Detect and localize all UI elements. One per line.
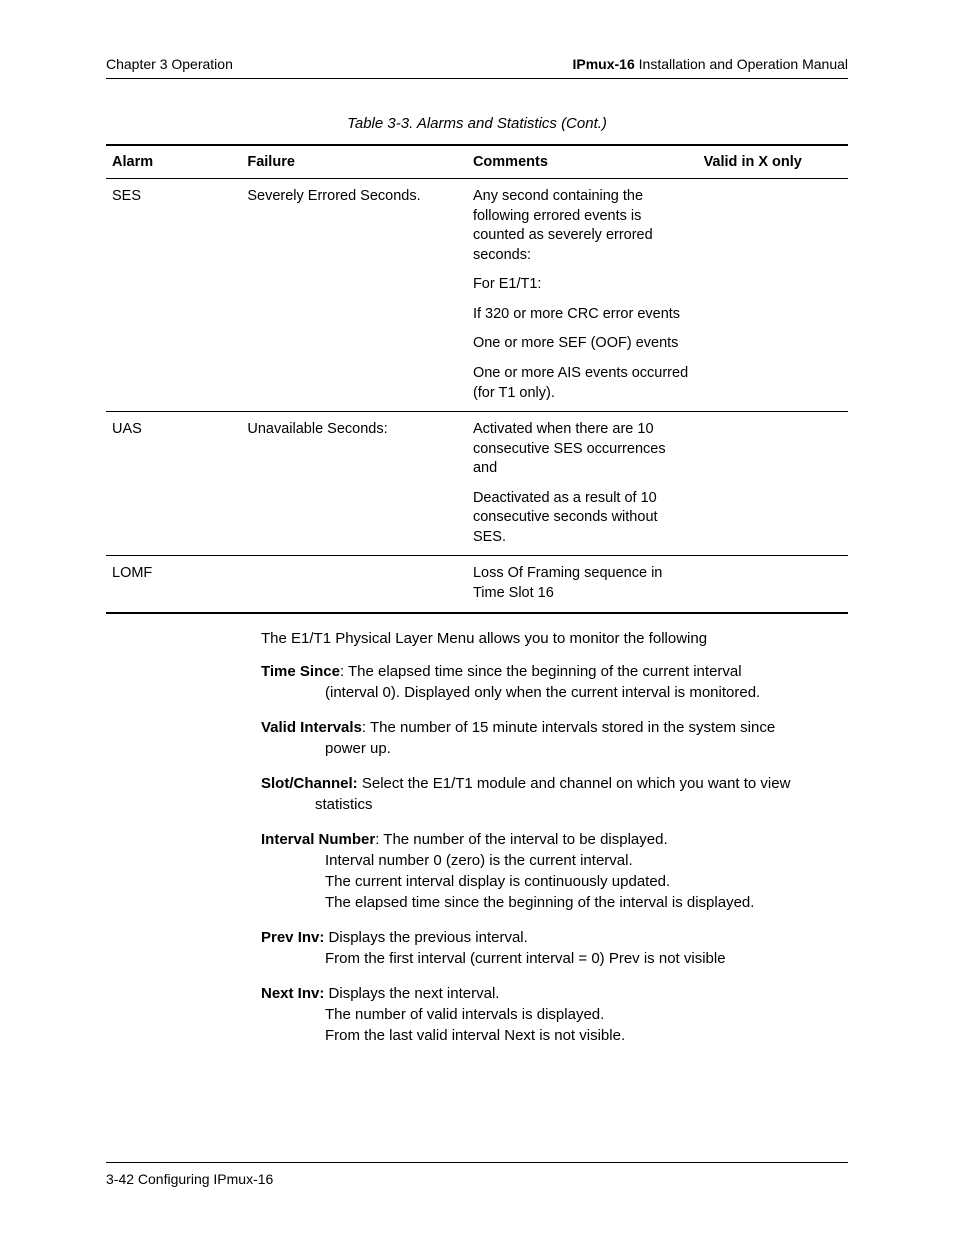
def-first: Select the E1/T1 module and channel on w… xyxy=(362,775,791,792)
cell-alarm: UAS xyxy=(106,412,241,556)
def-sep: : xyxy=(362,719,370,736)
def-cont: From the first interval (current interva… xyxy=(325,948,848,969)
comment-para: Any second containing the following erro… xyxy=(473,187,692,265)
header-left: Chapter 3 Operation xyxy=(106,56,233,72)
def-prev-inv: Prev Inv: Displays the previous interval… xyxy=(261,927,848,969)
table-header-row: Alarm Failure Comments Valid in X only xyxy=(106,145,848,179)
def-first: The number of 15 minute intervals stored… xyxy=(370,719,775,736)
def-next-inv: Next Inv: Displays the next interval. Th… xyxy=(261,983,848,1046)
def-term: Next Inv: xyxy=(261,985,324,1002)
cell-comments: Any second containing the following erro… xyxy=(467,179,698,412)
table-row: UAS Unavailable Seconds: Activated when … xyxy=(106,412,848,556)
col-header-valid: Valid in X only xyxy=(698,145,848,179)
comment-para: Activated when there are 10 consecutive … xyxy=(473,420,692,479)
page-footer: 3-42 Configuring IPmux-16 xyxy=(106,1162,848,1187)
def-term: Prev Inv: xyxy=(261,929,324,946)
comment-para: One or more SEF (OOF) events xyxy=(473,334,692,354)
def-first: The elapsed time since the beginning of … xyxy=(348,663,742,680)
table-row: LOMF Loss Of Framing sequence in Time Sl… xyxy=(106,556,848,613)
header-right-rest: Installation and Operation Manual xyxy=(635,56,848,72)
cell-valid xyxy=(698,412,848,556)
col-header-failure: Failure xyxy=(241,145,467,179)
table-caption: Table 3-3. Alarms and Statistics (Cont.) xyxy=(106,115,848,132)
header-right-bold: IPmux-16 xyxy=(573,56,635,72)
def-first: Displays the next interval. xyxy=(329,985,500,1002)
col-header-comments: Comments xyxy=(467,145,698,179)
def-term: Slot/Channel: xyxy=(261,775,358,792)
cell-valid xyxy=(698,556,848,613)
page-header: Chapter 3 Operation IPmux-16 Installatio… xyxy=(106,56,848,79)
def-term: Valid Intervals xyxy=(261,719,362,736)
comment-para: Loss Of Framing sequence in Time Slot 16 xyxy=(473,564,692,603)
cell-failure: Unavailable Seconds: xyxy=(241,412,467,556)
def-cont: From the last valid interval Next is not… xyxy=(325,1025,848,1046)
def-slot-channel: Slot/Channel: Select the E1/T1 module an… xyxy=(261,773,848,815)
def-cont: power up. xyxy=(325,738,848,759)
comment-para: Deactivated as a result of 10 consecutiv… xyxy=(473,489,692,548)
comment-para: If 320 or more CRC error events xyxy=(473,305,692,325)
intro-paragraph: The E1/T1 Physical Layer Menu allows you… xyxy=(261,628,848,649)
def-sep: : xyxy=(340,663,348,680)
def-term: Interval Number xyxy=(261,831,375,848)
def-cont: statistics xyxy=(315,794,848,815)
footer-text: 3-42 Configuring IPmux-16 xyxy=(106,1171,273,1187)
def-time-since: Time Since: The elapsed time since the b… xyxy=(261,661,848,703)
cell-failure: Severely Errored Seconds. xyxy=(241,179,467,412)
cell-valid xyxy=(698,179,848,412)
cell-alarm: SES xyxy=(106,179,241,412)
col-header-alarm: Alarm xyxy=(106,145,241,179)
def-cont: The current interval display is continuo… xyxy=(325,871,848,892)
def-term: Time Since xyxy=(261,663,340,680)
def-interval-number: Interval Number: The number of the inter… xyxy=(261,829,848,913)
body-text: The E1/T1 Physical Layer Menu allows you… xyxy=(261,628,848,1046)
def-cont: The elapsed time since the beginning of … xyxy=(325,892,848,913)
cell-comments: Activated when there are 10 consecutive … xyxy=(467,412,698,556)
def-cont: (interval 0). Displayed only when the cu… xyxy=(325,682,848,703)
cell-failure xyxy=(241,556,467,613)
def-valid-intervals: Valid Intervals: The number of 15 minute… xyxy=(261,717,848,759)
comment-para: For E1/T1: xyxy=(473,275,692,295)
def-first: The number of the interval to be display… xyxy=(383,831,667,848)
def-cont: Interval number 0 (zero) is the current … xyxy=(325,850,848,871)
page: Chapter 3 Operation IPmux-16 Installatio… xyxy=(0,0,954,1235)
table-row: SES Severely Errored Seconds. Any second… xyxy=(106,179,848,412)
def-cont: The number of valid intervals is display… xyxy=(325,1004,848,1025)
cell-alarm: LOMF xyxy=(106,556,241,613)
header-right: IPmux-16 Installation and Operation Manu… xyxy=(573,56,849,72)
def-first: Displays the previous interval. xyxy=(329,929,528,946)
cell-comments: Loss Of Framing sequence in Time Slot 16 xyxy=(467,556,698,613)
alarms-table: Alarm Failure Comments Valid in X only S… xyxy=(106,144,848,614)
comment-para: One or more AIS events occurred (for T1 … xyxy=(473,364,692,403)
